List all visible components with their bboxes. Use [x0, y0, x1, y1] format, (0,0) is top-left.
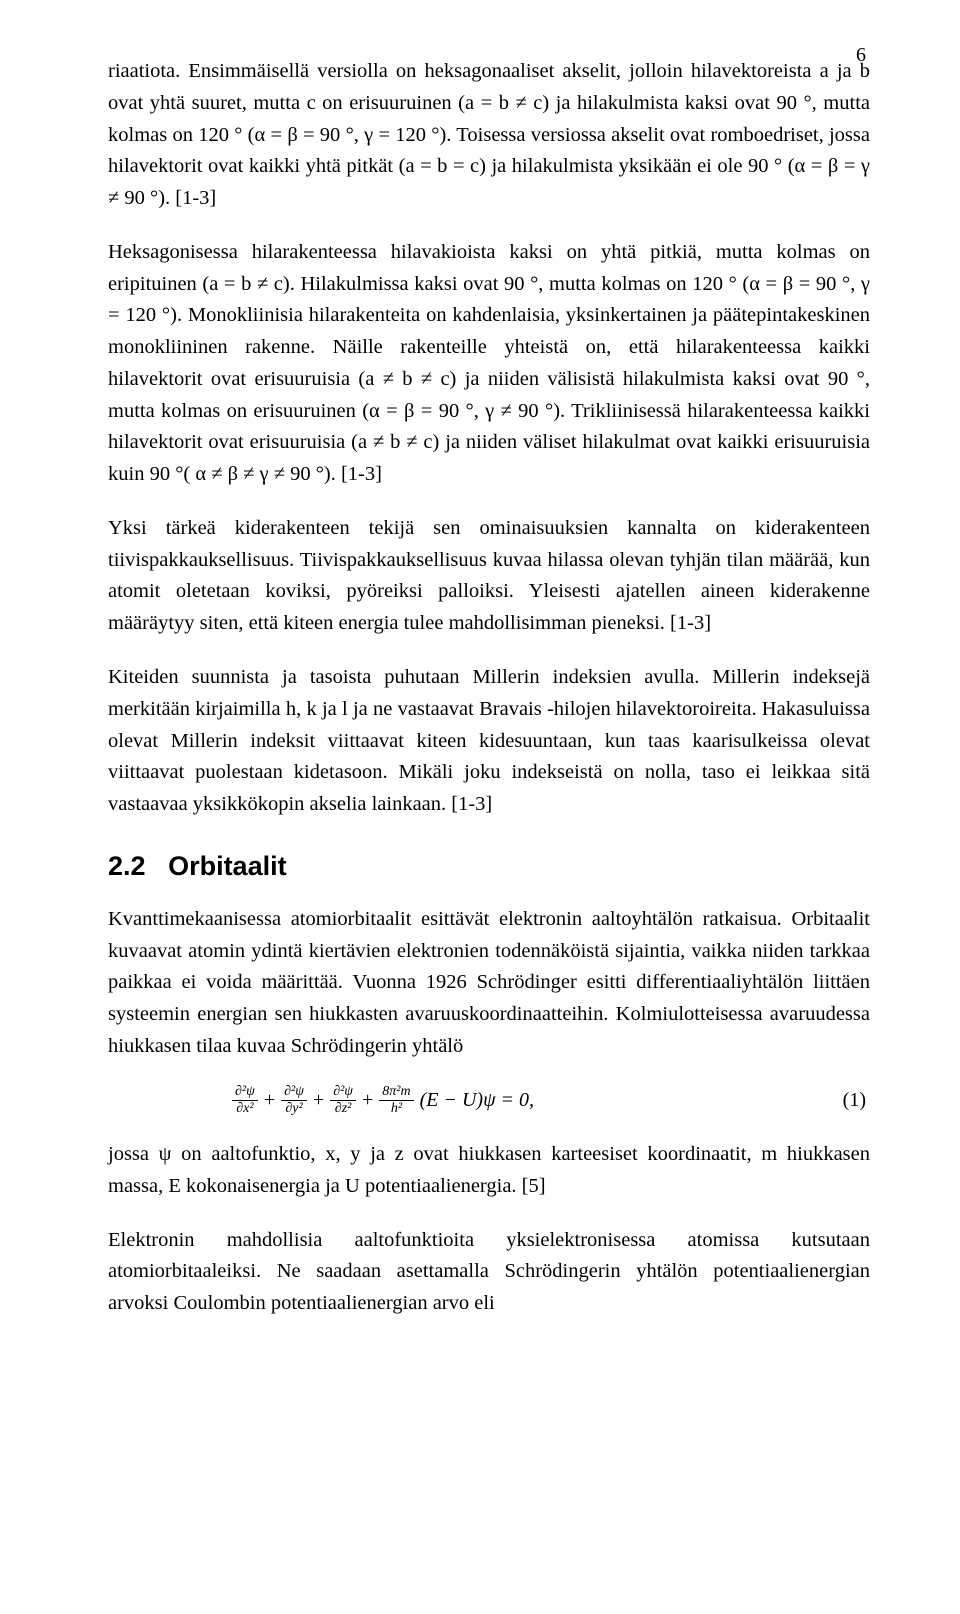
eq-term-2: ∂²ψ ∂y² [281, 1085, 307, 1117]
eq-term-2-num: ∂²ψ [281, 1085, 307, 1102]
heading-number: 2.2 [108, 851, 146, 881]
eq-term-1: ∂²ψ ∂x² [232, 1085, 258, 1117]
eq-plus-1: + [264, 1089, 275, 1112]
schrodinger-equation: ∂²ψ ∂x² + ∂²ψ ∂y² + ∂²ψ ∂z² + 8π²m h² (E… [232, 1085, 534, 1117]
eq-term-4-num: 8π²m [379, 1085, 413, 1102]
heading-title: Orbitaalit [168, 851, 287, 881]
paragraph-5: Kvanttimekaanisessa atomiorbitaalit esit… [108, 904, 870, 1063]
eq-term-4: 8π²m h² [379, 1085, 413, 1117]
page-number: 6 [856, 44, 866, 67]
paragraph-3: Yksi tärkeä kiderakenteen tekijä sen omi… [108, 513, 870, 640]
paragraph-6: jossa ψ on aaltofunktio, x, y ja z ovat … [108, 1139, 870, 1203]
eq-plus-2: + [313, 1089, 324, 1112]
equation-row: ∂²ψ ∂x² + ∂²ψ ∂y² + ∂²ψ ∂z² + 8π²m h² (E… [108, 1085, 870, 1117]
paragraph-2: Heksagonisessa hilarakenteessa hilavakio… [108, 237, 870, 491]
paragraph-7: Elektronin mahdollisia aaltofunktioita y… [108, 1225, 870, 1320]
eq-term-4-den: h² [388, 1101, 405, 1117]
eq-term-3-den: ∂z² [332, 1101, 355, 1117]
eq-term-3-num: ∂²ψ [330, 1085, 356, 1102]
section-heading-2-2: 2.2 Orbitaalit [108, 851, 870, 882]
equation-number: (1) [843, 1089, 870, 1112]
eq-tail: (E − U)ψ = 0, [420, 1089, 534, 1112]
paragraph-4: Kiteiden suunnista ja tasoista puhutaan … [108, 662, 870, 821]
paragraph-1: riaatiota. Ensimmäisellä versiolla on he… [108, 56, 870, 215]
eq-term-3: ∂²ψ ∂z² [330, 1085, 356, 1117]
eq-term-1-num: ∂²ψ [232, 1085, 258, 1102]
eq-term-2-den: ∂y² [282, 1101, 305, 1117]
document-page: 6 riaatiota. Ensimmäisellä versiolla on … [0, 0, 960, 1376]
eq-term-1-den: ∂x² [233, 1101, 256, 1117]
eq-plus-3: + [362, 1089, 373, 1112]
